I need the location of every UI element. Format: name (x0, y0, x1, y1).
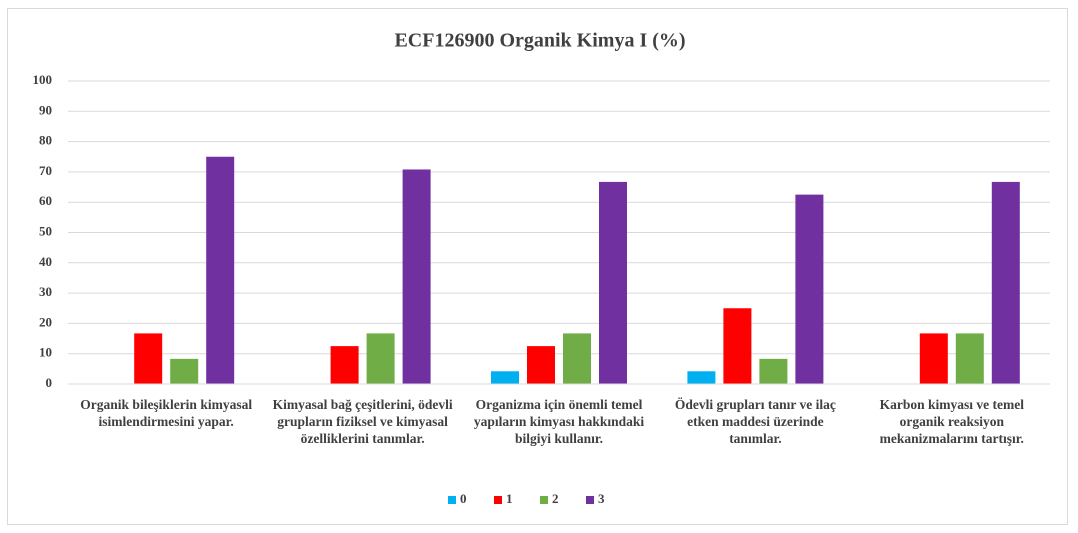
bar (955, 333, 984, 384)
y-tick-label: 50 (39, 223, 52, 238)
x-tick-label-box: Organik bileşiklerin kimyasal isimlendir… (80, 397, 253, 429)
chart-border (7, 8, 1068, 525)
bar (687, 371, 716, 384)
bar (491, 371, 519, 384)
legend-label: 0 (460, 491, 467, 506)
bar (402, 169, 431, 384)
y-tick-label: 70 (39, 163, 52, 178)
y-tick-label: 100 (33, 72, 53, 87)
x-tick-label: Ödevli grupları tanır ve ilaç etken madd… (674, 397, 836, 446)
x-tick-label: Organik bileşiklerin kimyasal isimlendir… (80, 397, 253, 429)
legend-swatch (448, 496, 456, 504)
y-tick-label: 40 (39, 254, 52, 269)
y-tick-label: 80 (39, 133, 52, 148)
y-tick-label: 60 (39, 193, 52, 208)
y-tick-label: 20 (39, 314, 52, 329)
bar (366, 333, 395, 384)
bar (795, 194, 824, 384)
y-tick-label: 90 (39, 102, 52, 117)
x-tick-label-box: Karbon kimyası ve temel organik reaksiyo… (879, 397, 1024, 446)
x-tick-label-box: Ödevli grupları tanır ve ilaç etken madd… (674, 397, 836, 446)
y-tick-label: 30 (39, 284, 52, 299)
chart-title: ECF126900 Organik Kimya I (%) (394, 30, 685, 52)
legend-label: 1 (506, 491, 513, 506)
legend-label: 3 (598, 491, 605, 506)
bar (759, 358, 788, 384)
bar (527, 346, 555, 384)
x-tick-label: Kimyasal bağ çeşitlerini, ödevli gruplar… (272, 397, 453, 446)
bar (170, 358, 199, 384)
bar (563, 333, 591, 384)
bar (991, 181, 1020, 384)
bar (330, 346, 359, 384)
x-tick-label-box: Organizma için önemli temel yapıların ki… (473, 397, 645, 446)
x-tick-label-box: Kimyasal bağ çeşitlerini, ödevli gruplar… (272, 397, 453, 446)
bar (919, 333, 948, 384)
bar (599, 181, 627, 384)
x-tick-label: Karbon kimyası ve temel organik reaksiyo… (879, 397, 1024, 446)
bar (206, 156, 235, 384)
legend-swatch (586, 496, 594, 504)
bar (134, 333, 163, 384)
x-tick-label: Organizma için önemli temel yapıların ki… (473, 397, 645, 446)
y-tick-label: 10 (39, 345, 52, 360)
legend-swatch (494, 496, 502, 504)
legend-swatch (540, 496, 548, 504)
bar (723, 308, 752, 384)
legend-label: 2 (552, 491, 559, 506)
y-tick-label: 0 (46, 375, 53, 390)
